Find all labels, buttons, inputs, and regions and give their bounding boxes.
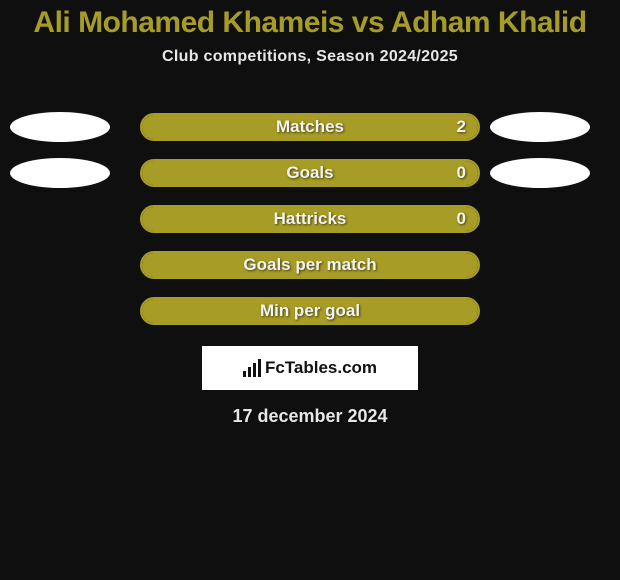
stat-bar: Hattricks0 bbox=[140, 205, 480, 233]
stat-bar: Goals per match bbox=[140, 251, 480, 279]
stat-bar-value: 0 bbox=[457, 161, 466, 185]
stat-bar-label: Matches bbox=[142, 115, 478, 139]
left-ellipse-icon bbox=[10, 158, 110, 188]
right-ellipse-icon bbox=[490, 112, 590, 142]
stat-bar-value: 2 bbox=[457, 115, 466, 139]
right-ellipse-icon bbox=[490, 158, 590, 188]
stat-bar-value: 0 bbox=[457, 207, 466, 231]
stat-row: Goals per match bbox=[0, 242, 620, 288]
stat-bar-label: Goals bbox=[142, 161, 478, 185]
stat-bar: Matches2 bbox=[140, 113, 480, 141]
stats-chart: Matches2Goals0Hattricks0Goals per matchM… bbox=[0, 104, 620, 334]
stat-row: Matches2 bbox=[0, 104, 620, 150]
page-title: Ali Mohamed Khameis vs Adham Khalid bbox=[0, 0, 620, 40]
stat-bar-label: Hattricks bbox=[142, 207, 478, 231]
stat-row: Goals0 bbox=[0, 150, 620, 196]
logo-bars-icon bbox=[243, 359, 261, 377]
stat-bar: Min per goal bbox=[140, 297, 480, 325]
logo-text: FcTables.com bbox=[265, 358, 377, 378]
stat-bar: Goals0 bbox=[140, 159, 480, 187]
footer-date: 17 december 2024 bbox=[0, 406, 620, 427]
stat-bar-label: Min per goal bbox=[142, 299, 478, 323]
stat-bar-label: Goals per match bbox=[142, 253, 478, 277]
left-ellipse-icon bbox=[10, 112, 110, 142]
stat-row: Min per goal bbox=[0, 288, 620, 334]
stat-row: Hattricks0 bbox=[0, 196, 620, 242]
logo-box: FcTables.com bbox=[202, 346, 418, 390]
page-subtitle: Club competitions, Season 2024/2025 bbox=[0, 48, 620, 66]
